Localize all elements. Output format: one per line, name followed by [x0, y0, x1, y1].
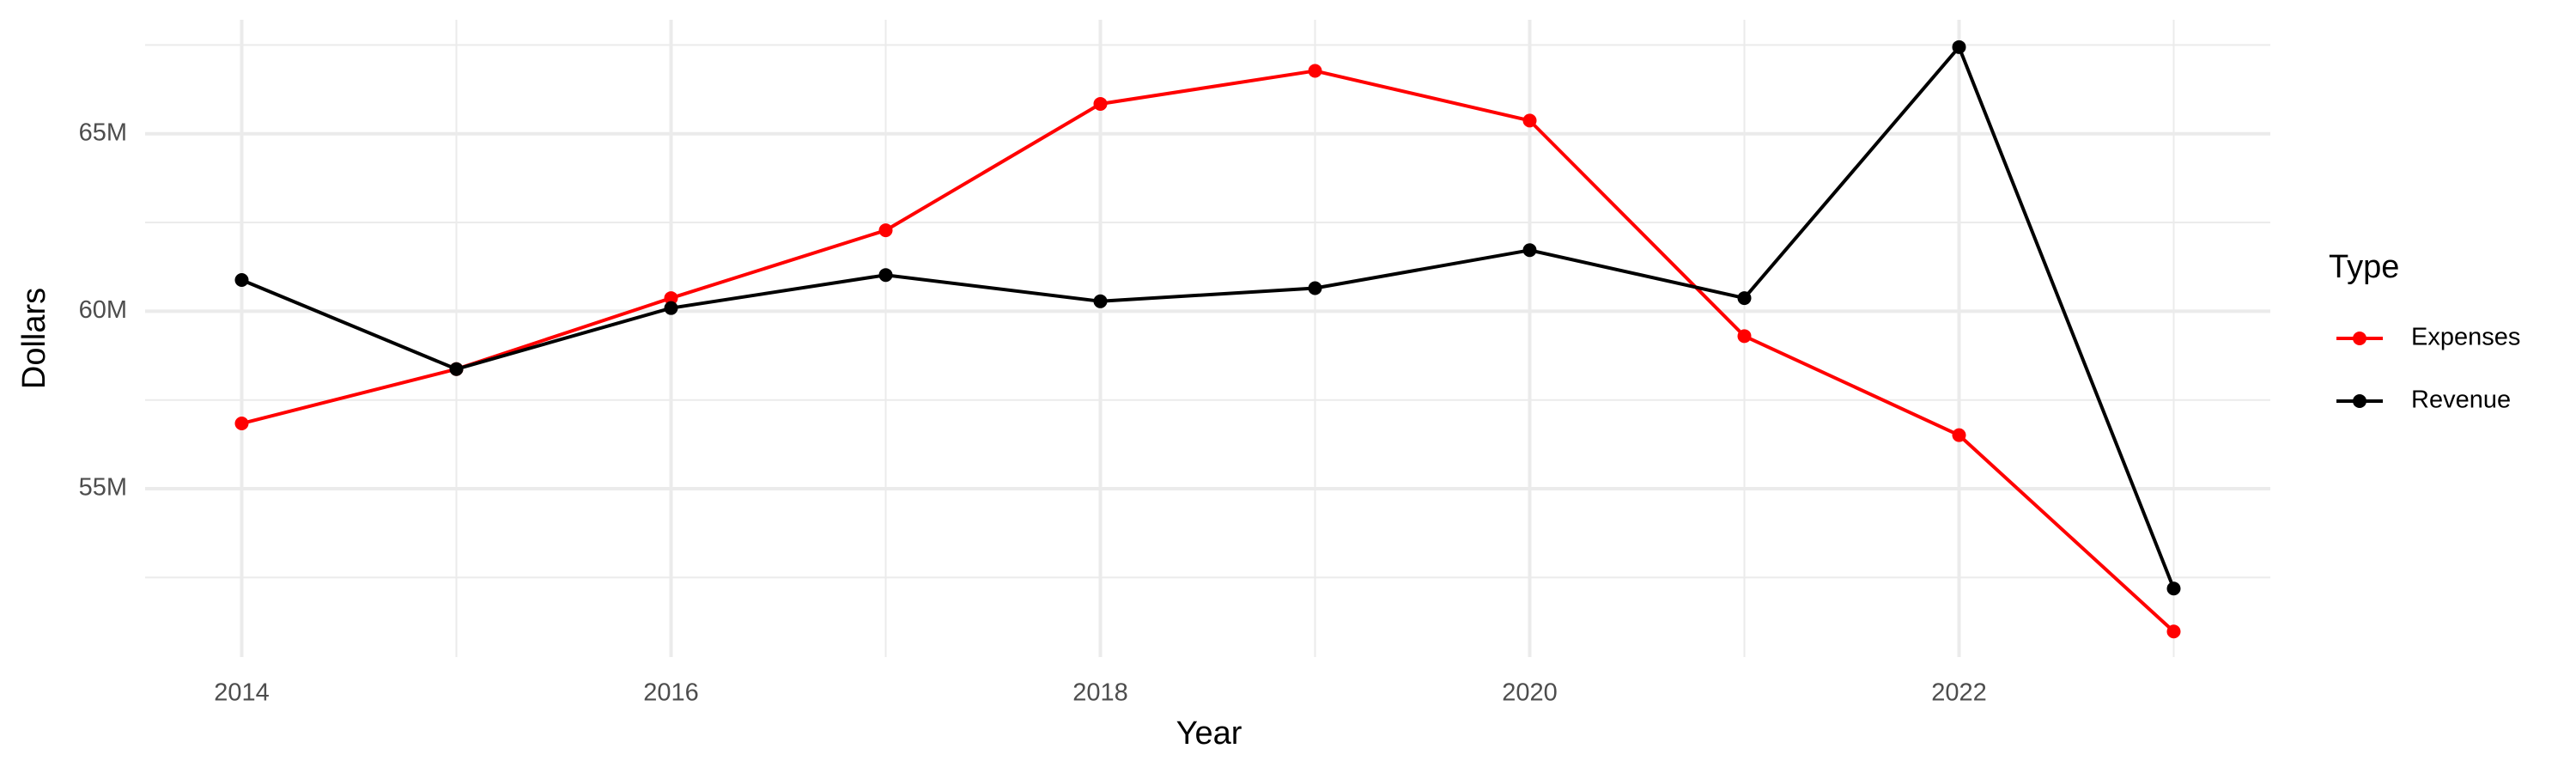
data-point — [1522, 113, 1537, 128]
y-tick-label: 65M — [79, 119, 127, 146]
data-point — [1952, 40, 1966, 54]
x-tick-label: 2020 — [1502, 679, 1558, 707]
data-point — [1093, 294, 1108, 308]
x-tick-label: 2014 — [214, 679, 270, 707]
data-point — [1308, 64, 1322, 78]
y-axis-title: Dollars — [16, 288, 52, 389]
data-point — [1308, 281, 1322, 295]
data-point — [449, 362, 464, 376]
data-point — [664, 291, 678, 306]
data-point — [2166, 581, 2181, 596]
plot-area — [234, 40, 2181, 639]
series-line — [241, 69, 2175, 633]
x-tick-label: 2016 — [643, 679, 699, 707]
legend-label: Expenses — [2411, 324, 2520, 351]
y-tick-label: 55M — [79, 474, 127, 502]
data-point — [1952, 428, 1966, 442]
legend-label: Revenue — [2411, 386, 2511, 414]
data-point — [878, 223, 893, 238]
x-tick-label: 2022 — [1931, 679, 1987, 707]
x-tick-label: 2018 — [1072, 679, 1128, 707]
data-point — [1093, 96, 1108, 111]
x-axis-title: Year — [1176, 715, 1242, 752]
data-point — [1737, 329, 1752, 344]
data-point — [664, 301, 678, 315]
grid — [145, 20, 2270, 657]
data-point — [234, 273, 249, 288]
data-point — [1522, 243, 1537, 258]
legend-title: Type — [2329, 249, 2399, 285]
legend-point — [2353, 332, 2366, 345]
y-tick-label: 60M — [79, 296, 127, 324]
data-point — [878, 268, 893, 283]
data-point — [2166, 624, 2181, 639]
data-point — [234, 417, 249, 431]
series-line — [240, 44, 2176, 589]
legend-point — [2353, 394, 2366, 408]
data-point — [1737, 291, 1752, 306]
